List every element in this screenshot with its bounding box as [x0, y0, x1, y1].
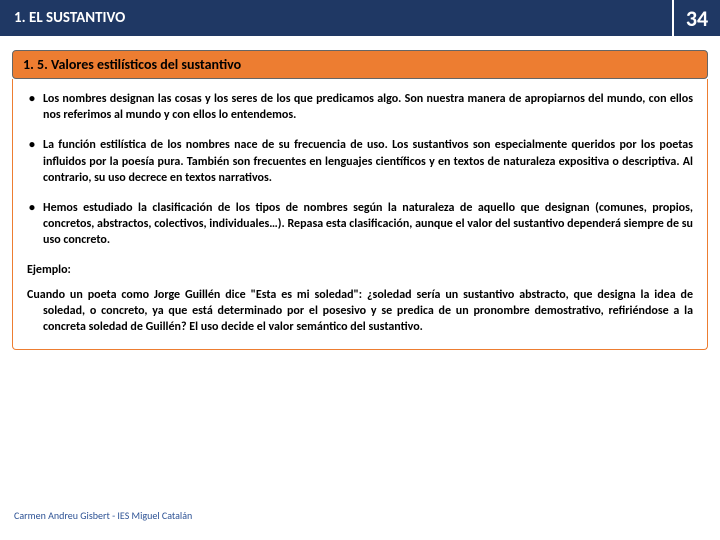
example-text: Cuando un poeta como Jorge Guillén dice … [27, 287, 693, 336]
header-bar: 1. EL SUSTANTIVO 34 [0, 0, 720, 36]
content-box: Los nombres designan las cosas y los ser… [12, 79, 708, 350]
header-title: 1. EL SUSTANTIVO [0, 0, 672, 36]
bullet-item: La función estilística de los nombres na… [27, 137, 693, 186]
section-heading: 1. 5. Valores estilísticos del sustantiv… [12, 50, 708, 79]
bullet-list: Los nombres designan las cosas y los ser… [27, 91, 693, 249]
page-number: 34 [672, 0, 720, 36]
bullet-item: Los nombres designan las cosas y los ser… [27, 91, 693, 123]
footer-credit: Carmen Andreu Gisbert - IES Miguel Catal… [14, 509, 192, 522]
bullet-item: Hemos estudiado la clasificación de los … [27, 200, 693, 249]
example-label: Ejemplo: [27, 263, 693, 277]
